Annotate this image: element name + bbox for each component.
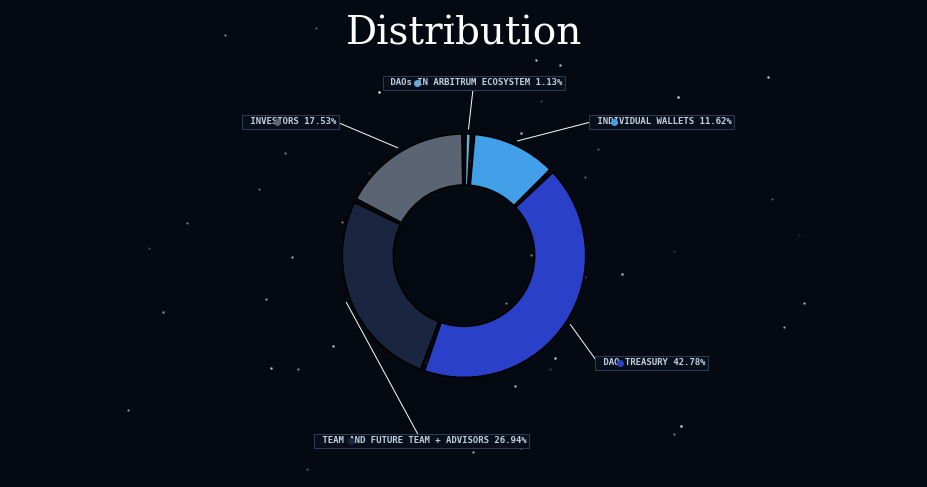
Wedge shape (424, 172, 585, 377)
Text: INDIVIDUAL WALLETS 11.62%: INDIVIDUAL WALLETS 11.62% (591, 117, 730, 126)
Text: TEAM AND FUTURE TEAM + ADVISORS 26.94%: TEAM AND FUTURE TEAM + ADVISORS 26.94% (316, 436, 526, 445)
Text: DAOs IN ARBITRUM ECOSYSTEM 1.13%: DAOs IN ARBITRUM ECOSYSTEM 1.13% (385, 78, 562, 87)
Text: Distribution: Distribution (346, 16, 581, 53)
Text: DAO TREASURY 42.78%: DAO TREASURY 42.78% (597, 358, 705, 367)
Wedge shape (470, 134, 550, 206)
Text: INVESTORS 17.53%: INVESTORS 17.53% (245, 117, 336, 126)
Wedge shape (464, 134, 470, 185)
Wedge shape (356, 134, 463, 223)
Wedge shape (342, 203, 438, 370)
